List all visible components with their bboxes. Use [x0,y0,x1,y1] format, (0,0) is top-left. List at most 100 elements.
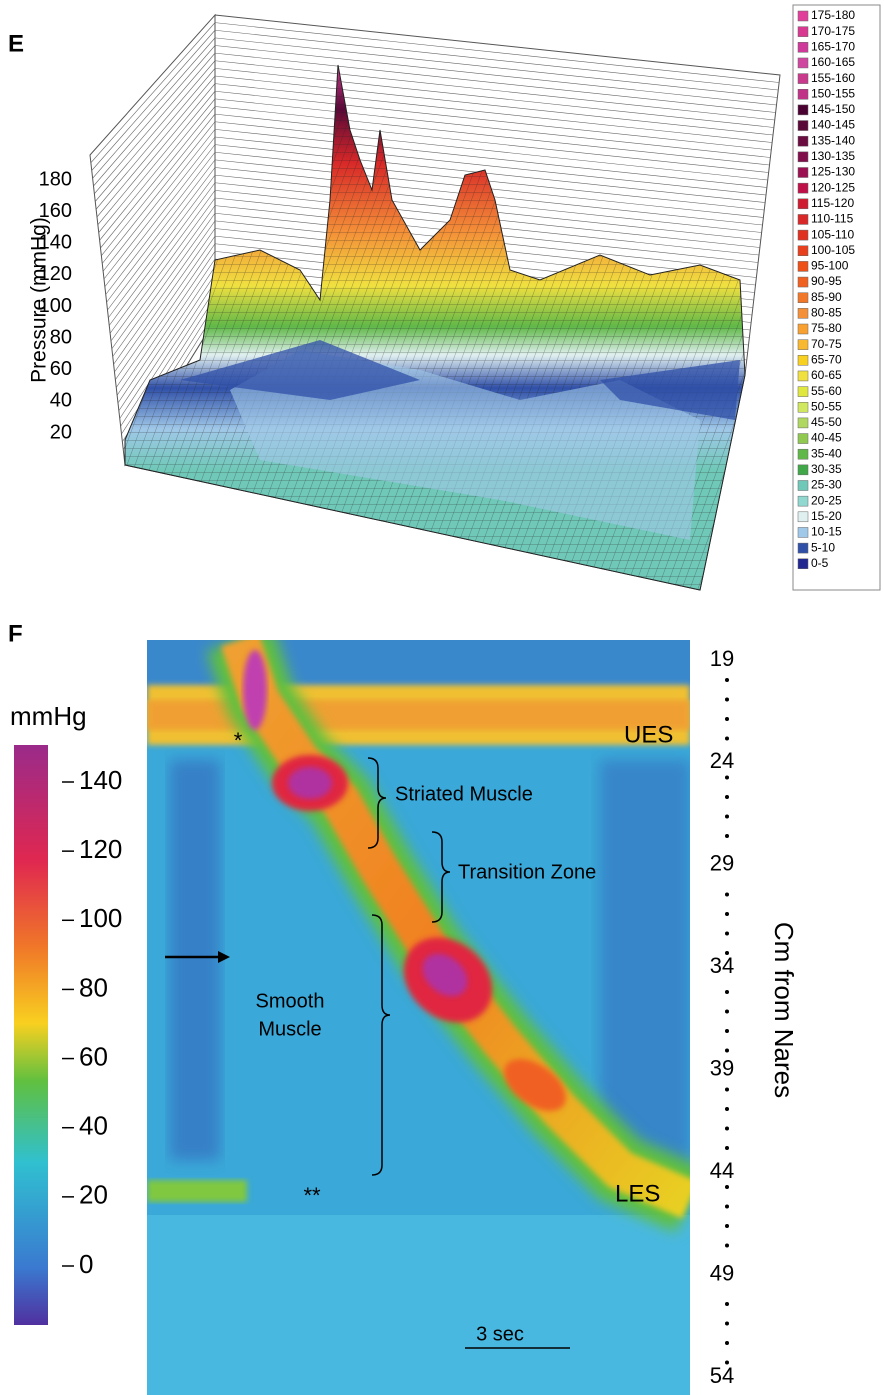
legend-swatch [797,480,809,491]
axis-dot [725,892,729,897]
wall-line [112,213,216,357]
legend-label: 75-80 [811,321,842,335]
wall-line [111,205,216,349]
wall-line [114,228,216,373]
legend-swatch [797,10,809,22]
surface-low-region [600,360,740,420]
legend-swatch [797,214,809,225]
surface-plot [89,13,781,591]
wall-line [214,136,767,196]
legend-swatch [797,464,809,476]
wall-line [214,60,775,121]
legend-label: 10-15 [811,525,842,539]
axis-dot [725,1224,729,1228]
axis-dot [725,1009,729,1014]
legend-label: 95-100 [811,259,849,273]
axis-dot [725,717,729,721]
peristaltic-core [221,640,690,1219]
wall-line [96,75,216,218]
axis-dot [725,1126,729,1131]
legend-swatch [797,495,809,507]
legend-label: 155-160 [811,71,855,85]
annotation: Transition Zone [458,861,596,883]
axis-dot [725,1243,729,1248]
wall-line [91,30,216,171]
legend-label: 90-95 [811,274,842,288]
y-ticks: 180 160 140 120 100 80 60 40 20 [39,168,72,443]
legend-label: 55-60 [811,384,842,398]
axis-dot [725,912,729,916]
legend-label: 140-145 [811,118,855,132]
legend-swatch [797,433,809,444]
legend-label: 80-85 [811,306,842,320]
wall-line [92,37,216,179]
legend-swatch [797,308,809,319]
legend-swatch [797,402,809,413]
legend-swatch [797,370,809,382]
right-tick-label: 34 [710,953,734,978]
right-tick-label: 54 [710,1363,734,1388]
legend-label: 135-140 [811,133,855,147]
legend-swatch [797,448,809,460]
axis-dot [725,1087,729,1092]
legend-label: 120-125 [811,180,855,194]
axis-dot [725,834,729,838]
wall-line [214,68,774,128]
legend-label: 115-120 [811,196,854,210]
wall-line [107,167,216,311]
axis-dot [725,990,729,994]
legend-label: 60-65 [811,368,842,382]
colorbar-tick-label: 20 [79,1180,108,1210]
wall-line [214,45,777,106]
wall-line [214,52,776,113]
right-tick-label: 49 [710,1260,734,1285]
legend-label: 45-50 [811,415,842,429]
wall-line [109,182,216,326]
colorbar-title: mmHg [10,701,87,731]
legend-label: 105-110 [811,227,854,241]
annotation: LES [615,1180,660,1207]
legend-swatch [797,527,809,538]
colorbar-tick-label: 120 [79,834,122,864]
wall-line [214,113,769,173]
pressure-peak [243,650,267,730]
arrow-head [218,951,230,963]
annotation: * [234,728,243,753]
colorbar-tick-label: 40 [79,1111,108,1141]
legend-swatch [797,292,809,303]
wall-line [214,121,768,181]
legend-label: 110-115 [811,212,854,226]
wall-line [119,274,216,419]
wall-line [98,91,216,233]
legend-label: 175-180 [811,8,855,22]
wall-line [115,235,216,380]
legend-swatch [797,73,809,84]
legend-swatch [797,245,809,256]
wall-line [214,37,778,98]
legend-label: 170-175 [811,24,855,38]
wall-line [214,83,773,143]
wall-line [105,152,216,295]
legend-label: 125-130 [811,165,855,179]
annotation: ** [303,1183,321,1208]
wall-line [214,29,779,91]
wall-line [214,151,765,211]
wall-line [108,174,216,318]
colorbar [14,745,48,1325]
legend-label: 0-5 [811,556,829,570]
y-tick-label: 160 [39,200,72,222]
axis-label: Pressure (mmHg) [28,217,51,383]
wall-line [110,197,216,342]
right-axis: 19 24 29 34 39 44 49 54 [710,646,734,1388]
axis-dot [725,1360,729,1365]
axis-dot [725,1048,729,1053]
pressure-peak [422,953,468,997]
panel-label: F [8,620,23,647]
legend-swatch [797,151,809,163]
legend-label: 15-20 [811,509,842,523]
axis-dot [725,775,729,780]
wall-line [93,45,216,187]
legend-swatch [797,42,809,53]
